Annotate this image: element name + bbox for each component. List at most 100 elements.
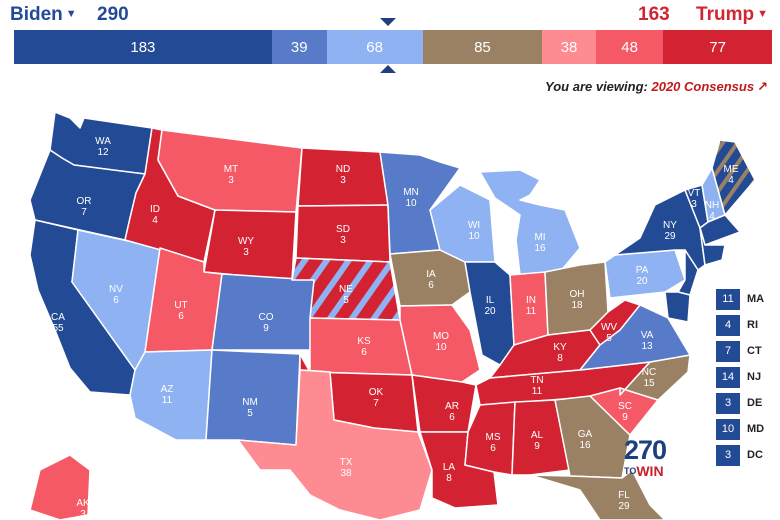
state-label-ky: KY bbox=[553, 342, 567, 353]
state-label-ny: NY bbox=[663, 220, 677, 231]
small-state-ct[interactable]: 7 CT bbox=[716, 340, 764, 362]
state-ev-nm: 5 bbox=[247, 408, 253, 419]
state-label-or: OR bbox=[77, 196, 92, 207]
state-label-ga: GA bbox=[578, 429, 593, 440]
state-ev-mo: 10 bbox=[435, 342, 447, 353]
state-ev-ny: 29 bbox=[664, 231, 676, 242]
bar-segment-2[interactable]: 68 bbox=[326, 30, 423, 64]
us-electoral-map: WA12OR7CA55ID4NV6MT3WY3UT6AZ11CO9NM5ND3S… bbox=[29, 111, 756, 520]
state-label-ok: OK bbox=[369, 387, 384, 398]
state-label-co: CO bbox=[259, 312, 274, 323]
state-ev-ky: 8 bbox=[557, 353, 563, 364]
state-ct-ri[interactable] bbox=[699, 227, 726, 266]
small-state-name: DC bbox=[747, 449, 763, 461]
bar-segment-4[interactable]: 38 bbox=[542, 30, 596, 64]
state-ev-or: 7 bbox=[81, 207, 87, 218]
state-ev-nh: 4 bbox=[709, 211, 715, 222]
state-al[interactable] bbox=[511, 399, 571, 476]
state-ev-ks: 6 bbox=[361, 347, 367, 358]
state-ev-al: 9 bbox=[534, 441, 540, 452]
state-label-wy: WY bbox=[238, 236, 254, 247]
state-mi[interactable] bbox=[479, 169, 581, 276]
state-label-ia: IA bbox=[426, 269, 436, 280]
state-ev-in: 11 bbox=[526, 306, 537, 317]
rep-candidate-dropdown[interactable]: Trump ▼ bbox=[696, 4, 768, 26]
small-state-ev-box: 11 bbox=[716, 288, 740, 310]
small-state-name: RI bbox=[747, 319, 758, 331]
bar-segment-3[interactable]: 85 bbox=[422, 30, 543, 64]
state-label-tx: TX bbox=[340, 457, 353, 468]
state-label-oh: OH bbox=[570, 289, 585, 300]
state-label-mt: MT bbox=[224, 164, 238, 175]
state-mo[interactable] bbox=[399, 304, 481, 383]
bar-segment-1[interactable]: 39 bbox=[271, 30, 327, 64]
small-state-name: MD bbox=[747, 423, 765, 435]
small-state-de[interactable]: 3 DE bbox=[716, 392, 764, 414]
small-state-ev-box: 10 bbox=[716, 418, 740, 440]
state-ev-ne: 5 bbox=[343, 295, 349, 306]
state-ev-mi: 16 bbox=[534, 243, 546, 254]
logo-to: TO bbox=[624, 466, 637, 476]
state-de-md[interactable] bbox=[664, 291, 691, 323]
state-tx[interactable] bbox=[237, 369, 433, 520]
chevron-down-icon: ▼ bbox=[65, 8, 77, 20]
small-state-name: CT bbox=[747, 345, 762, 357]
270towin-logo[interactable]: 270 TOWIN bbox=[624, 435, 684, 480]
header: Biden ▼ 290 163 Trump ▼ bbox=[0, 0, 780, 30]
state-label-ut: UT bbox=[174, 300, 187, 311]
bar-segment-6[interactable]: 77 bbox=[663, 30, 772, 64]
state-label-vt: VT bbox=[688, 188, 701, 199]
state-ev-ar: 6 bbox=[449, 412, 455, 423]
state-ev-ut: 6 bbox=[178, 311, 184, 322]
small-state-ri[interactable]: 4 RI bbox=[716, 314, 764, 336]
state-fl[interactable] bbox=[529, 469, 666, 520]
state-label-nc: NC bbox=[642, 367, 656, 378]
state-label-pa: PA bbox=[636, 265, 649, 276]
state-ev-sc: 9 bbox=[622, 412, 628, 423]
state-ev-me: 4 bbox=[728, 175, 734, 186]
state-ev-mt: 3 bbox=[228, 175, 234, 186]
state-label-ar: AR bbox=[445, 401, 459, 412]
electoral-vote-bar: 183 39 68 85 38 48 77 bbox=[14, 30, 772, 64]
bar-segment-5[interactable]: 48 bbox=[595, 30, 664, 64]
viewing-prefix: You are viewing: bbox=[545, 79, 648, 94]
state-label-sc: SC bbox=[618, 401, 632, 412]
small-state-name: MA bbox=[747, 293, 765, 305]
bar-segment-0[interactable]: 183 bbox=[14, 30, 272, 64]
consensus-map-link-label: 2020 Consensus bbox=[651, 79, 755, 94]
logo-number: 270 bbox=[624, 435, 667, 465]
state-ev-nc: 15 bbox=[643, 378, 655, 389]
rep-ev-total: 163 bbox=[638, 4, 670, 25]
state-label-nd: ND bbox=[336, 164, 350, 175]
state-label-tn: TN bbox=[530, 375, 543, 386]
state-ev-tx: 38 bbox=[340, 468, 352, 479]
dem-candidate-dropdown[interactable]: Biden ▼ bbox=[10, 4, 77, 26]
state-ev-fl: 29 bbox=[618, 501, 630, 512]
state-label-va: VA bbox=[641, 330, 654, 341]
small-state-nj[interactable]: 14 NJ bbox=[716, 366, 764, 388]
small-state-ev-box: 3 bbox=[716, 444, 740, 466]
state-ev-ak: 3 bbox=[80, 509, 86, 520]
small-state-dc[interactable]: 3 DC bbox=[716, 444, 764, 466]
state-ar[interactable] bbox=[411, 374, 477, 433]
state-ev-wv: 5 bbox=[606, 333, 612, 344]
state-ak[interactable] bbox=[29, 454, 91, 520]
state-ev-nd: 3 bbox=[340, 175, 346, 186]
state-ev-wi: 10 bbox=[468, 231, 480, 242]
state-ev-nv: 6 bbox=[113, 295, 119, 306]
state-label-wa: WA bbox=[95, 136, 111, 147]
state-wv[interactable] bbox=[589, 299, 641, 346]
chevron-down-icon: ▼ bbox=[757, 8, 768, 20]
state-me[interactable] bbox=[711, 139, 756, 216]
rep-candidate-name: Trump bbox=[696, 4, 755, 25]
consensus-map-link[interactable]: 2020 Consensus ↗ bbox=[651, 79, 768, 94]
state-ga[interactable] bbox=[554, 395, 631, 479]
small-state-ev-box: 4 bbox=[716, 314, 740, 336]
state-label-az: AZ bbox=[161, 384, 174, 395]
state-ev-az: 11 bbox=[162, 395, 173, 406]
small-state-ma[interactable]: 11 MA bbox=[716, 288, 764, 310]
small-states-legend: 11 MA 4 RI 7 CT 14 NJ 3 DE 10 MD 3 DC bbox=[716, 288, 764, 470]
small-state-ev-box: 3 bbox=[716, 392, 740, 414]
state-label-in: IN bbox=[526, 295, 536, 306]
small-state-md[interactable]: 10 MD bbox=[716, 418, 764, 440]
